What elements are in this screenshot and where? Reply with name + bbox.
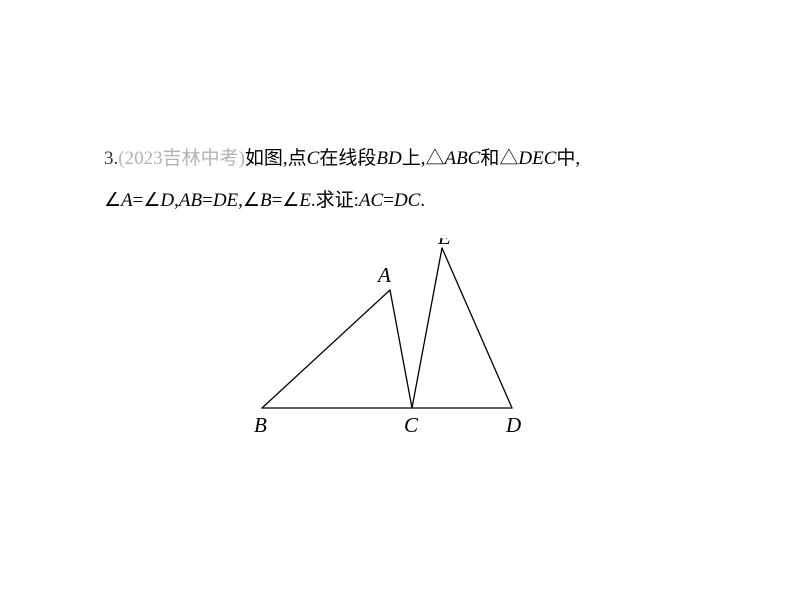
var-BD: BD <box>376 148 401 169</box>
text-seg: .求证: <box>311 190 359 211</box>
problem-text: 3.(2023吉林中考)如图,点C在线段BD上,△ABC和△DEC中, ∠A=∠… <box>104 138 694 222</box>
svg-text:B: B <box>254 413 267 437</box>
text-seg: = <box>383 190 394 211</box>
text-seg: ∠ <box>104 190 121 211</box>
text-seg: 中, <box>556 148 580 169</box>
text-seg: 和△ <box>480 148 518 169</box>
geometry-figure: A B C D E <box>232 238 562 458</box>
text-seg: 在线段 <box>319 148 376 169</box>
var-D: D <box>160 190 174 211</box>
var-C: C <box>307 148 320 169</box>
text-seg: =∠ <box>133 190 161 211</box>
problem-source: (2023吉林中考) <box>118 148 245 169</box>
var-DEC: DEC <box>518 148 556 169</box>
svg-text:A: A <box>376 263 391 287</box>
var-A: A <box>121 190 133 211</box>
text-seg: ,∠ <box>238 190 260 211</box>
var-B: B <box>260 190 272 211</box>
text-seg: . <box>420 190 425 211</box>
svg-text:E: E <box>437 238 451 249</box>
text-seg: 上,△ <box>402 148 445 169</box>
var-AB: AB <box>179 190 202 211</box>
text-seg: =∠ <box>272 190 300 211</box>
var-E: E <box>299 190 311 211</box>
problem-number: 3. <box>104 148 118 169</box>
var-DE: DE <box>213 190 238 211</box>
var-ABC: ABC <box>444 148 480 169</box>
var-DC: DC <box>394 190 420 211</box>
text-seg: = <box>202 190 213 211</box>
svg-text:C: C <box>404 413 419 437</box>
text-seg: 如图,点 <box>245 148 307 169</box>
svg-text:D: D <box>505 413 521 437</box>
var-AC: AC <box>359 190 383 211</box>
